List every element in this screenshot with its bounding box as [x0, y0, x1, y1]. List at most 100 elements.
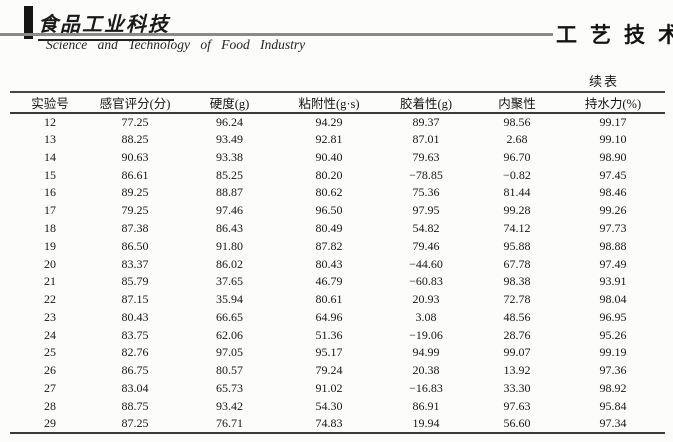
- table-cell: 97.95: [412, 203, 440, 218]
- table-cell: 80.61: [315, 292, 343, 307]
- table-cell: 99.28: [503, 203, 531, 218]
- table-row: 20 83.37 86.02 80.43 −44.60 67.78 97.49: [10, 255, 665, 273]
- table-cell: 48.56: [503, 309, 531, 324]
- table-cell: 74.12: [503, 220, 531, 235]
- table-cell: 91.80: [216, 238, 243, 253]
- table-cell: 54.30: [315, 398, 343, 413]
- table-cell: 97.05: [216, 345, 243, 360]
- table-cell: 83.37: [121, 256, 149, 271]
- table-cell: 98.46: [599, 185, 627, 200]
- table-cell: −16.83: [409, 380, 443, 395]
- table-cell: 86.75: [121, 363, 149, 378]
- table-cell: 29: [44, 415, 56, 430]
- table-cell: 28: [44, 398, 56, 413]
- table-cell: 98.04: [599, 292, 627, 307]
- table-cell: 3.08: [415, 309, 437, 324]
- table-cell: 80.43: [121, 309, 149, 324]
- table-cell: 98.92: [599, 380, 627, 395]
- table-cell: 85.25: [216, 167, 243, 182]
- table-cell: 93.49: [216, 132, 243, 147]
- table-cell: 95.17: [315, 345, 343, 360]
- table-cell: 93.42: [216, 398, 243, 413]
- table-cell: 13: [44, 132, 56, 147]
- table-row: 25 82.76 97.05 95.17 94.99 99.07 99.19: [10, 344, 665, 362]
- table-cell: 24: [44, 327, 56, 342]
- table-cell: 96.50: [315, 203, 343, 218]
- table-cell: 98.56: [503, 114, 531, 129]
- table-cell: 12: [44, 114, 56, 129]
- table-cell: −78.85: [409, 167, 443, 182]
- masthead-rule: [0, 33, 553, 36]
- table-cell: 98.88: [599, 238, 627, 253]
- table-cell: 72.78: [503, 292, 531, 307]
- table-cell: 19: [44, 238, 56, 253]
- table-cell: 87.15: [121, 292, 149, 307]
- table-cell: 94.29: [315, 114, 343, 129]
- table-cell: 91.02: [315, 380, 343, 395]
- table-row: 28 88.75 93.42 54.30 86.91 97.63 95.84: [10, 397, 665, 415]
- journal-logo-chinese: 食品工业科技: [38, 8, 174, 41]
- table-cell: 75.36: [412, 185, 440, 200]
- table-cell: 17: [44, 203, 56, 218]
- table-row: 21 85.79 37.65 46.79 −60.83 98.38 93.91: [10, 273, 665, 291]
- table-row: 26 86.75 80.57 79.24 20.38 13.92 97.36: [10, 362, 665, 380]
- table-cell: 20.38: [412, 363, 440, 378]
- col-header-water-holding: 持水力(%): [561, 92, 665, 114]
- table-cell: 21: [44, 274, 56, 289]
- table-cell: 87.38: [121, 220, 149, 235]
- table-cell: 80.20: [315, 167, 343, 182]
- table-cell: 95.26: [599, 327, 627, 342]
- table-cell: 2.68: [506, 132, 528, 147]
- col-header-experiment-no: 实验号: [10, 92, 90, 114]
- col-header-gumminess: 胶着性(g): [379, 92, 473, 114]
- table-cell: 90.63: [121, 149, 149, 164]
- table-header-row: 实验号 感官评分(分) 硬度(g) 粘附性(g·s) 胶着性(g) 内聚性 持水…: [10, 92, 665, 114]
- table-cell: 98.90: [599, 149, 627, 164]
- table-cell: 94.99: [412, 345, 440, 360]
- col-header-cohesiveness: 内聚性: [473, 92, 561, 114]
- table-row: 19 86.50 91.80 87.82 79.46 95.88 98.88: [10, 237, 665, 255]
- table-cell: 86.91: [412, 398, 440, 413]
- table-cell: −19.06: [409, 327, 443, 342]
- table-cell: 96.95: [599, 309, 627, 324]
- table-cell: 35.94: [216, 292, 243, 307]
- table-cell: 22: [44, 292, 56, 307]
- table-cell: 97.49: [599, 256, 627, 271]
- table-cell: 86.02: [216, 256, 243, 271]
- table-cell: 19.94: [412, 415, 440, 430]
- table-cell: 33.30: [503, 380, 531, 395]
- table-cell: 82.76: [121, 345, 149, 360]
- table-cell: 37.65: [216, 274, 243, 289]
- table-cell: −0.82: [503, 167, 531, 182]
- table-cell: 99.17: [599, 114, 627, 129]
- table-cell: 18: [44, 220, 56, 235]
- table-cell: 46.79: [315, 274, 343, 289]
- table-cell: 80.57: [216, 363, 243, 378]
- table-cell: 87.01: [412, 132, 440, 147]
- table-cell: 85.79: [121, 274, 149, 289]
- table-cell: 87.82: [315, 238, 343, 253]
- table-cell: 97.36: [599, 363, 627, 378]
- table-cell: 74.83: [315, 415, 343, 430]
- table-cell: 88.87: [216, 185, 243, 200]
- table-cell: 16: [44, 185, 56, 200]
- table-cell: 20.93: [412, 292, 440, 307]
- table-cell: 99.19: [599, 345, 627, 360]
- table-cell: 81.44: [503, 185, 531, 200]
- table-cell: −60.83: [409, 274, 443, 289]
- table-row: 23 80.43 66.65 64.96 3.08 48.56 96.95: [10, 308, 665, 326]
- table-cell: 56.60: [503, 415, 531, 430]
- table-row: 22 87.15 35.94 80.61 20.93 72.78 98.04: [10, 291, 665, 309]
- table-cell: 86.43: [216, 220, 243, 235]
- table-cell: 67.78: [503, 256, 531, 271]
- table-cell: 54.82: [412, 220, 440, 235]
- col-header-hardness: 硬度(g): [180, 92, 279, 114]
- table-row: 27 83.04 65.73 91.02 −16.83 33.30 98.92: [10, 379, 665, 397]
- table-cell: 86.61: [121, 167, 149, 182]
- table-cell: 66.65: [216, 309, 243, 324]
- table-cell: 79.46: [412, 238, 440, 253]
- table-cell: 79.25: [121, 203, 149, 218]
- table-cell: 65.73: [216, 380, 243, 395]
- table-row: 16 89.25 88.87 80.62 75.36 81.44 98.46: [10, 184, 665, 202]
